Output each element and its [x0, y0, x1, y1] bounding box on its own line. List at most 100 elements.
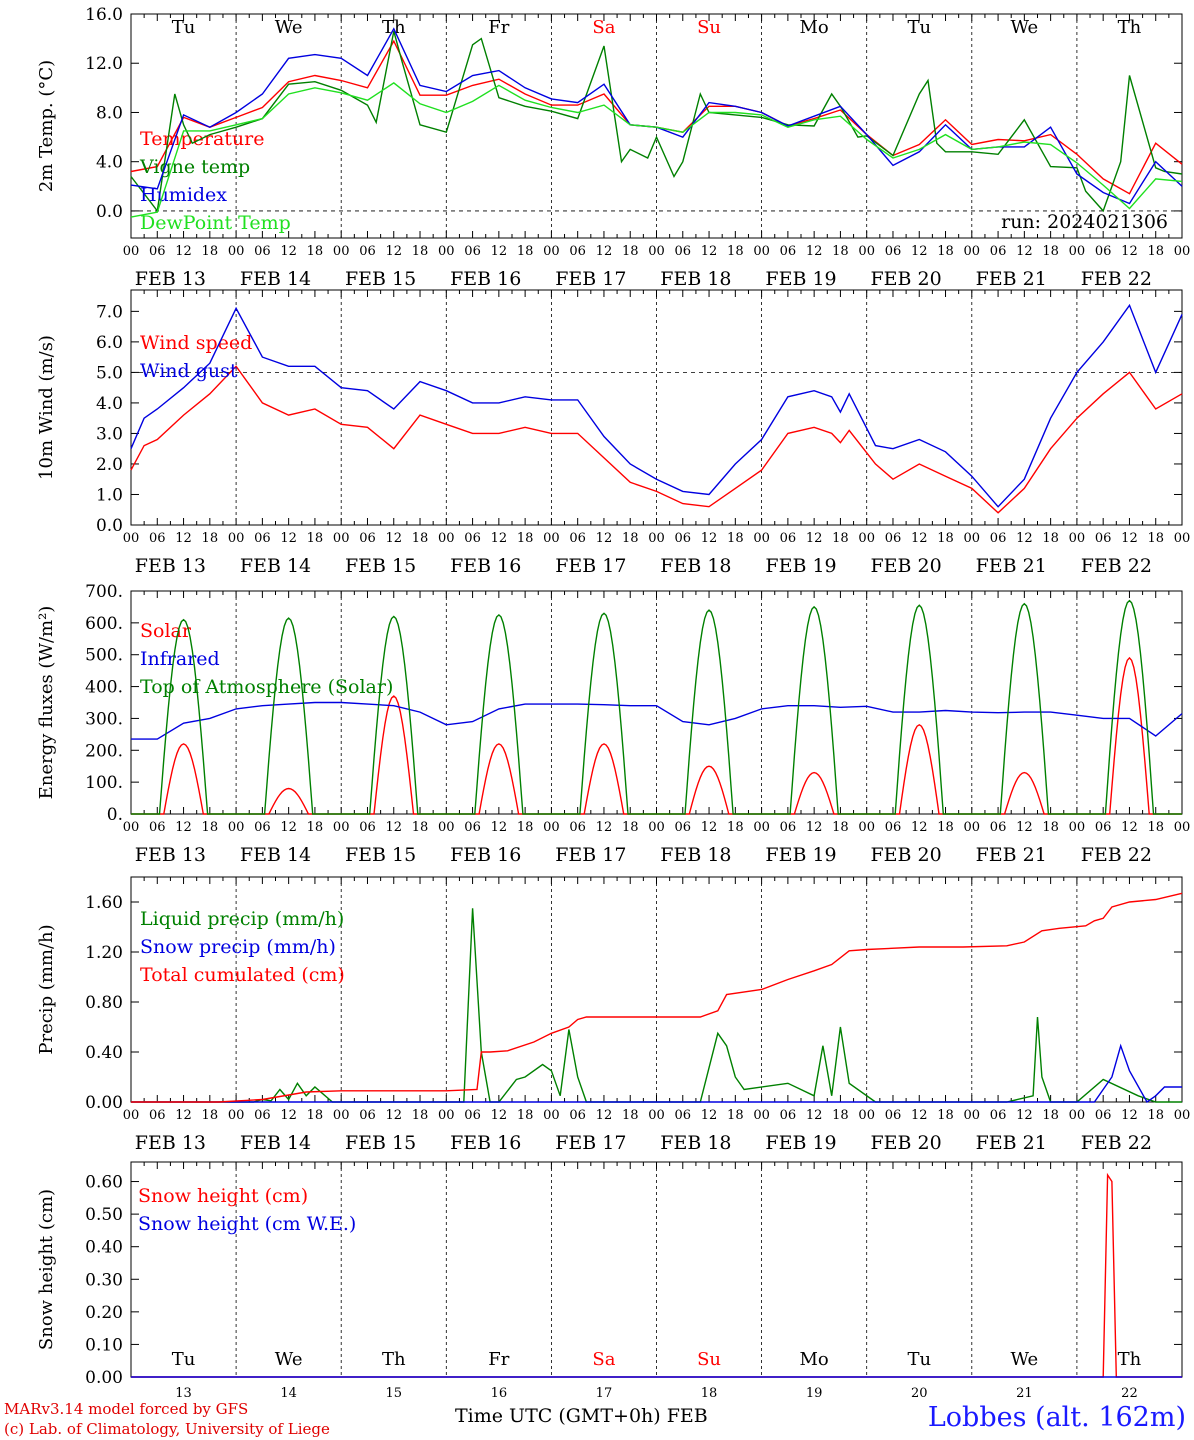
hour-tick-label: 00: [753, 244, 770, 259]
hour-tick-label: 06: [885, 531, 902, 546]
hour-tick-label: 12: [701, 244, 718, 259]
hour-tick-label: 00: [1069, 820, 1086, 835]
hour-tick-label: 06: [569, 1108, 586, 1123]
date-label: FEB 14: [240, 1132, 311, 1154]
series-line: [130, 82, 1183, 218]
hour-tick-label: 00: [333, 531, 350, 546]
hour-tick-label: 18: [517, 820, 534, 835]
y-tick-label: 3.0: [96, 424, 123, 444]
hour-tick-label: 12: [911, 244, 928, 259]
panel-precip: 0.00 0.40 0.80 1.20 1.60 Precip (mm/h) Liquid …: [36, 876, 1191, 1154]
date-label: FEB 20: [870, 555, 941, 577]
plot-frame: [130, 13, 1183, 239]
hour-tick-label: 06: [254, 820, 271, 835]
hour-tick-label: 00: [123, 531, 140, 546]
hour-tick-label: 18: [622, 820, 639, 835]
hour-tick-label: 12: [596, 244, 613, 259]
lab-credit: (c) Lab. of Climatology, University of L…: [4, 1420, 330, 1438]
weekday-label: We: [1011, 1349, 1039, 1370]
y-tick-label: 7.0: [96, 302, 123, 322]
date-label: FEB 15: [345, 268, 416, 290]
y-tick-label: 0.0: [96, 202, 123, 222]
y-tick-label: 700.: [85, 582, 123, 602]
hour-tick-label: 06: [990, 244, 1007, 259]
hour-tick-label: 12: [491, 820, 508, 835]
weekday-label: We: [1011, 17, 1039, 38]
series-line: [131, 599, 1182, 815]
hour-tick-label: 18: [937, 244, 954, 259]
date-label: FEB 20: [870, 268, 941, 290]
y-tick-label: 2.0: [96, 455, 123, 475]
hour-tick-label: 06: [464, 820, 481, 835]
hour-tick-label: 18: [412, 244, 429, 259]
date-label: FEB 19: [765, 268, 836, 290]
hour-tick-label: 18: [307, 531, 324, 546]
hour-tick-label: 06: [675, 820, 692, 835]
weekday-label: Tu: [907, 17, 931, 38]
y-tick-label: 400.: [85, 678, 123, 698]
hour-tick-label: 18: [622, 244, 639, 259]
hour-tick-label: 18: [202, 820, 219, 835]
hour-tick-label: 18: [202, 244, 219, 259]
day-number-label: 21: [1016, 1386, 1033, 1401]
hour-tick-label: 06: [675, 244, 692, 259]
weekday-label: We: [275, 1349, 303, 1370]
legend-entry: Snow precip (mm/h): [140, 936, 336, 958]
weekday-label: Su: [697, 1349, 721, 1370]
hour-tick-label: 06: [464, 244, 481, 259]
hour-tick-label: 06: [359, 531, 376, 546]
hour-tick-label: 00: [1174, 820, 1191, 835]
date-label: FEB 22: [1081, 1132, 1152, 1154]
hour-tick-label: 18: [727, 820, 744, 835]
panel-temperature: 0.0 4.0 8.0 12.0 16.0 2m Temp. (°C) Tu We Th Fr Sa…: [36, 5, 1190, 290]
station-name: Lobbes (alt. 162m): [927, 1402, 1186, 1433]
hour-tick-label: 12: [280, 1108, 297, 1123]
day-number-label: 14: [280, 1386, 297, 1401]
hour-tick-label: 12: [1121, 1108, 1138, 1123]
hour-tick-label: 00: [333, 1108, 350, 1123]
y-tick-label: 500.: [85, 646, 123, 666]
hour-tick-label: 18: [832, 531, 849, 546]
hour-tick-label: 12: [385, 531, 402, 546]
hour-tick-label: 00: [1174, 1108, 1191, 1123]
weekday-label: Sa: [592, 17, 615, 38]
hour-tick-label: 00: [1174, 244, 1191, 259]
legend-entry: DewPoint Temp: [140, 212, 291, 234]
hour-tick-label: 06: [464, 531, 481, 546]
y-axis-title: 10m Wind (m/s): [36, 335, 57, 480]
hour-tick-label: 12: [806, 820, 823, 835]
hour-tick-label: 06: [359, 1108, 376, 1123]
hour-tick-label: 00: [964, 820, 981, 835]
legend-entry: Snow height (cm): [138, 1185, 308, 1207]
y-tick-label: 300.: [85, 709, 123, 729]
hour-tick-label: 12: [1121, 244, 1138, 259]
hour-tick-label: 00: [333, 820, 350, 835]
hour-tick-label: 18: [1042, 820, 1059, 835]
hour-tick-label: 00: [438, 244, 455, 259]
hour-tick-label: 18: [832, 244, 849, 259]
hour-tick-label: 00: [543, 1108, 560, 1123]
hour-tick-label: 12: [280, 531, 297, 546]
hour-tick-label: 00: [123, 1108, 140, 1123]
hour-tick-label: 06: [149, 1108, 166, 1123]
day-number-label: 13: [175, 1386, 192, 1401]
hour-tick-label: 06: [675, 531, 692, 546]
hour-tick-label: 18: [412, 531, 429, 546]
y-tick-label: 100.: [85, 773, 123, 793]
date-label: FEB 21: [976, 268, 1047, 290]
date-label: FEB 19: [765, 1132, 836, 1154]
hour-tick-label: 00: [438, 531, 455, 546]
y-tick-label: 5.0: [96, 363, 123, 383]
y-tick-label: 0.40: [85, 1043, 123, 1063]
hour-tick-label: 00: [753, 531, 770, 546]
hour-tick-label: 00: [228, 531, 245, 546]
y-tick-label: 0.10: [85, 1335, 123, 1355]
hour-tick-label: 12: [491, 1108, 508, 1123]
date-label: FEB 15: [345, 555, 416, 577]
hour-tick-label: 18: [307, 1108, 324, 1123]
legend-entry: Total cumulated (cm): [140, 964, 345, 986]
series-line: [131, 1043, 1182, 1104]
legend-entry: Vigne temp: [139, 156, 250, 178]
hour-tick-label: 06: [1095, 1108, 1112, 1123]
hour-tick-label: 00: [858, 1108, 875, 1123]
